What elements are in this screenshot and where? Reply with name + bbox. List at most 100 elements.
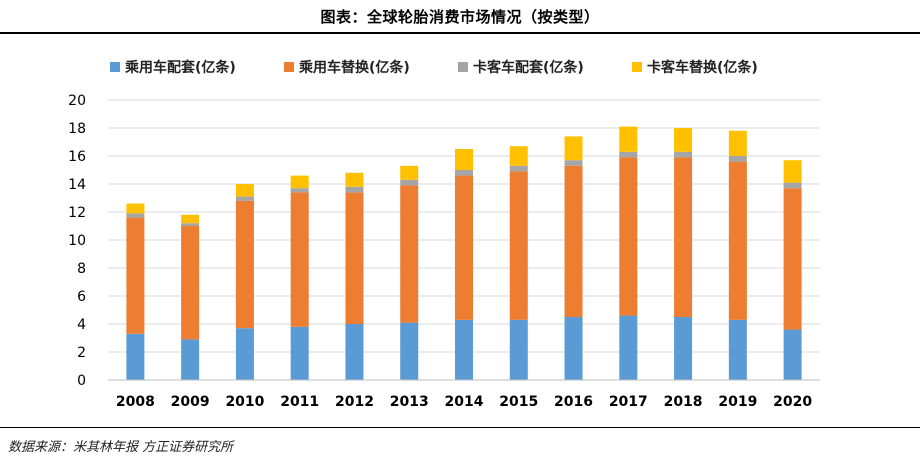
y-tick-label: 18 [68,121,86,137]
bar-segment [619,157,638,316]
bars [126,126,802,380]
legend-swatch [110,62,120,72]
bar-segment [290,326,309,380]
bar-segment [455,149,473,170]
bar-segment [674,128,693,152]
bar-stack [564,136,583,380]
x-tick-label: 2010 [225,394,264,410]
legend-swatch [284,62,294,72]
x-tick-label: 2017 [609,394,648,410]
bar-stack [455,149,473,380]
bar-segment [564,165,583,317]
bar-segment [728,130,747,156]
bar-segment [674,157,693,317]
x-tick-label: 2016 [554,394,593,410]
chart: 乘用车配套(亿条) 乘用车替换(亿条) 卡客车配套(亿条) 卡客车替换(亿条) 0 2 4… [68,59,820,410]
bar-segment [290,175,309,189]
bar-segment [455,319,473,380]
legend-label: 卡客车替换(亿条) [647,59,758,76]
legend-swatch [632,62,642,72]
legend-swatch [458,62,468,72]
bar-segment [181,339,200,380]
bar-stack [290,175,309,380]
x-tick-label: 2011 [280,394,319,410]
bar-segment [181,226,200,340]
bar-segment [400,165,419,180]
y-tick-label: 20 [68,93,86,109]
y-tick-label: 4 [77,317,86,333]
bar-segment [564,136,583,161]
bar-segment [783,160,802,183]
bar-segment [235,328,254,380]
bar-segment [619,151,638,158]
title-divider [0,32,920,34]
bar-stack [619,126,638,380]
x-tick-label: 2014 [445,394,484,410]
chart-title: 图表：全球轮胎消费市场情况（按类型） [320,8,600,26]
bar-stack [235,184,254,380]
bar-segment [235,196,254,201]
legend-label: 乘用车配套(亿条) [124,59,236,76]
bar-segment [455,175,473,320]
bar-segment [619,126,638,152]
bar-segment [619,315,638,380]
bar-segment [509,171,528,320]
y-tick-label: 0 [77,373,86,389]
bar-segment [126,203,145,214]
x-tick-label: 2015 [499,394,538,410]
bar-stack [728,130,747,380]
bar-segment [345,172,364,187]
bar-segment [345,324,364,380]
bar-segment [728,161,747,320]
bar-segment [126,217,145,334]
bar-segment [674,317,693,380]
legend-label: 乘用车替换(亿条) [298,59,410,76]
y-tick-label: 2 [77,345,86,361]
bar-segment [783,329,802,380]
bar-segment [400,179,419,186]
legend-item: 卡客车配套(亿条) [458,59,584,76]
legend: 乘用车配套(亿条) 乘用车替换(亿条) 卡客车配套(亿条) 卡客车替换(亿条) [110,59,758,76]
bar-stack [345,172,364,380]
legend-item: 乘用车替换(亿条) [284,59,410,76]
bar-stack [400,165,419,380]
x-tick-label: 2012 [335,394,374,410]
legend-item: 卡客车替换(亿条) [632,59,758,76]
x-tick-label: 2013 [390,394,429,410]
bar-segment [400,322,419,380]
bar-segment [345,186,364,193]
bar-segment [509,319,528,380]
bar-segment [728,319,747,380]
bar-segment [400,185,419,323]
y-tick-label: 12 [68,205,86,221]
bar-stack [126,203,145,380]
bar-segment [509,165,528,172]
x-tick-label: 2009 [171,394,210,410]
x-tick-label: 2008 [116,394,155,410]
bar-segment [290,192,309,327]
source-note: 数据来源：米其林年报 方正证券研究所 [8,440,234,455]
bar-segment [509,146,528,166]
x-axis: 2008 2009 2010 2011 2012 2013 2014 2015 2016 2017… [108,379,820,410]
y-tick-label: 6 [77,289,86,305]
y-axis: 0 2 4 6 8 10 12 14 16 18 20 [68,93,86,389]
legend-item: 乘用车配套(亿条) [110,59,236,76]
bar-segment [783,182,802,189]
x-tick-label: 2020 [773,394,812,410]
bar-stack [509,146,528,380]
x-tick-label: 2018 [664,394,703,410]
legend-label: 卡客车配套(亿条) [473,59,584,76]
bar-segment [728,156,747,162]
bar-segment [126,213,145,218]
bar-segment [345,192,364,324]
bar-segment [455,170,473,176]
y-tick-label: 8 [77,261,86,277]
bar-segment [564,317,583,380]
bar-segment [235,184,254,197]
bar-segment [126,333,145,380]
bar-segment [783,188,802,330]
bar-stack [181,214,200,380]
bar-segment [674,151,693,158]
bar-segment [235,200,254,329]
bar-stack [783,160,802,380]
